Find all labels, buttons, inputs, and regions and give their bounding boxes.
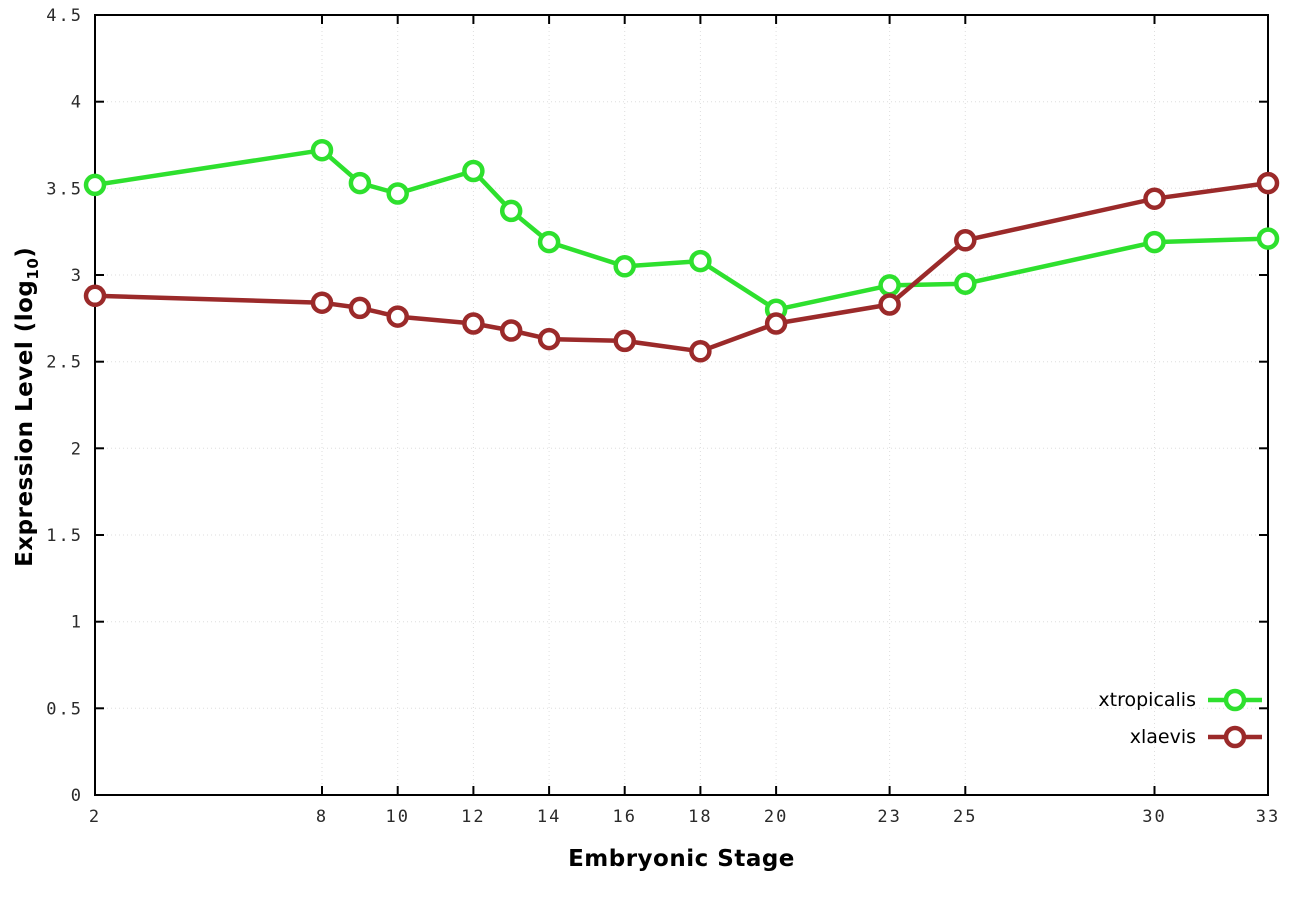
svg-text:4.5: 4.5 — [46, 6, 83, 26]
svg-text:18: 18 — [688, 807, 712, 827]
svg-text:1.5: 1.5 — [46, 526, 83, 546]
svg-text:16: 16 — [612, 807, 636, 827]
svg-text:30: 30 — [1142, 807, 1166, 827]
y-axis-title: Expression Level (log10) — [12, 207, 42, 607]
svg-text:xlaevis: xlaevis — [1130, 726, 1196, 748]
svg-text:10: 10 — [385, 807, 409, 827]
svg-text:1: 1 — [71, 613, 83, 633]
svg-text:12: 12 — [461, 807, 485, 827]
svg-text:4: 4 — [71, 93, 83, 113]
svg-text:xtropicalis: xtropicalis — [1098, 689, 1196, 711]
svg-text:25: 25 — [953, 807, 977, 827]
svg-text:0.5: 0.5 — [46, 699, 83, 719]
svg-text:2: 2 — [89, 807, 101, 827]
y-axis-title-subscript: 10 — [23, 257, 42, 280]
svg-text:0: 0 — [71, 786, 83, 806]
y-axis-title-close: ) — [12, 246, 39, 258]
x-axis-title: Embryonic Stage — [568, 846, 795, 872]
svg-text:33: 33 — [1256, 807, 1280, 827]
svg-text:20: 20 — [764, 807, 788, 827]
svg-text:2: 2 — [71, 439, 83, 459]
svg-text:3: 3 — [71, 266, 83, 286]
svg-text:2.5: 2.5 — [46, 353, 83, 373]
svg-text:14: 14 — [537, 807, 561, 827]
svg-text:8: 8 — [316, 807, 328, 827]
y-axis-title-text: Expression Level (log — [12, 279, 39, 567]
svg-text:3.5: 3.5 — [46, 179, 83, 199]
svg-text:23: 23 — [877, 807, 901, 827]
